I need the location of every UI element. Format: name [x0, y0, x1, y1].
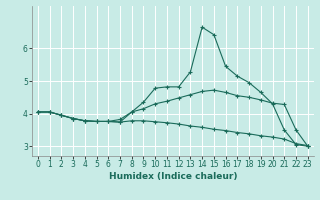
X-axis label: Humidex (Indice chaleur): Humidex (Indice chaleur) [108, 172, 237, 181]
